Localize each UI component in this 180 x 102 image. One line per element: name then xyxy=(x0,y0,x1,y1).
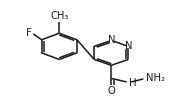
Text: N: N xyxy=(125,41,132,51)
Text: NH₂: NH₂ xyxy=(145,73,165,83)
Text: F: F xyxy=(26,28,32,38)
Text: CH₃: CH₃ xyxy=(50,11,68,21)
Text: N: N xyxy=(107,35,115,45)
Text: O: O xyxy=(107,86,115,96)
Text: H: H xyxy=(129,78,136,88)
